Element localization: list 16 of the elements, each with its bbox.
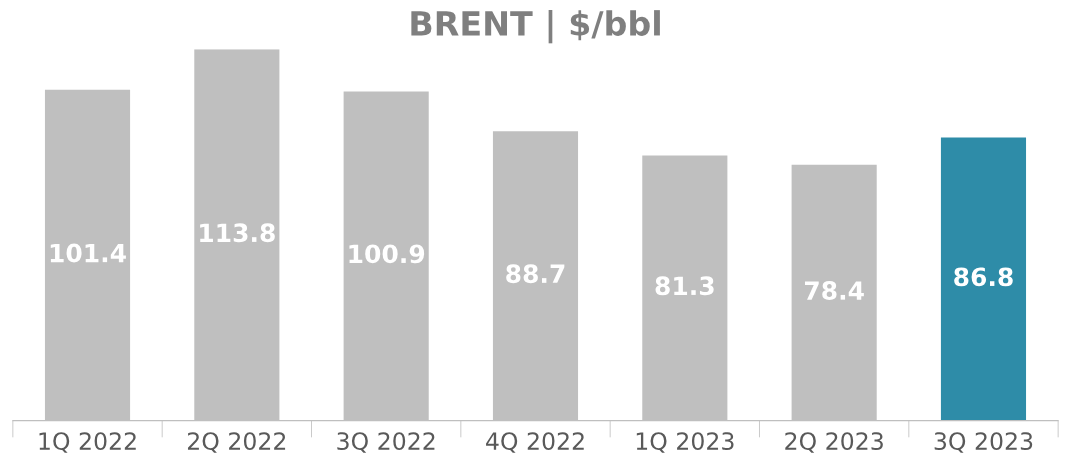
data-label: 100.9	[349, 244, 425, 264]
data-label: 101.4	[50, 243, 126, 263]
data-label: 81.3	[655, 276, 714, 296]
x-tick-label: 1Q 2022	[39, 432, 136, 453]
chart-title: BRENT | $/bbl	[411, 9, 660, 44]
data-label: 86.8	[954, 267, 1013, 287]
data-label: 88.7	[506, 264, 565, 284]
x-tick-label: 2Q 2023	[785, 432, 883, 453]
data-label: 113.8	[200, 223, 275, 243]
bar	[940, 137, 1027, 421]
data-label: 78.4	[804, 281, 864, 300]
x-tick-label: 1Q 2023	[636, 432, 734, 453]
x-tick-label: 3Q 2022	[337, 432, 435, 453]
x-tick-label: 3Q 2023	[934, 432, 1033, 453]
x-tick-label: 4Q 2022	[486, 432, 584, 453]
x-tick-label: 2Q 2022	[187, 432, 286, 453]
